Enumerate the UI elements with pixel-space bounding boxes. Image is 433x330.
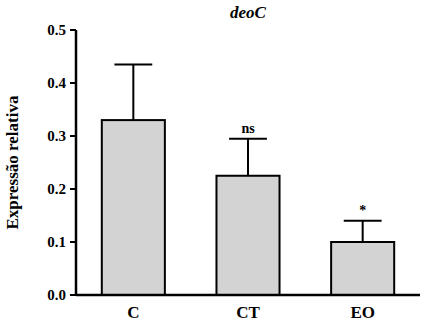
y-tick xyxy=(70,241,76,243)
error-line xyxy=(132,64,134,120)
y-tick xyxy=(70,82,76,84)
y-tick xyxy=(70,294,76,296)
bar xyxy=(102,120,165,295)
chart-container: deoC Expressão relativa ns * 0.0 0.1 0.2 0.3 0.4… xyxy=(0,0,433,330)
error-bar xyxy=(114,64,152,120)
title: deoC xyxy=(230,3,267,22)
x-tick-label: EO xyxy=(350,303,375,322)
y-tick-label: 0.3 xyxy=(47,128,66,144)
error-cap xyxy=(229,138,267,140)
y-tick-label: 0.2 xyxy=(47,181,66,197)
y-tick-label: 0.0 xyxy=(47,287,66,303)
error-bar xyxy=(229,139,267,176)
annotation: ns xyxy=(241,121,255,136)
annotation: * xyxy=(359,203,366,218)
bar xyxy=(331,242,394,295)
error-cap xyxy=(114,63,152,65)
y-tick-label: 0.5 xyxy=(47,22,66,38)
error-line xyxy=(247,139,249,176)
error-bar xyxy=(344,221,382,242)
error-line xyxy=(362,221,364,242)
y-tick xyxy=(70,135,76,137)
y-tick xyxy=(70,29,76,31)
y-tick-label: 0.4 xyxy=(47,75,66,91)
x-axis xyxy=(76,294,420,297)
bars xyxy=(102,64,394,295)
y-axis xyxy=(75,30,78,295)
y-tick xyxy=(70,188,76,190)
bar xyxy=(216,176,279,295)
chart-svg: deoC Expressão relativa ns * 0.0 0.1 0.2 0.3 0.4… xyxy=(0,0,433,330)
x-tick-label: C xyxy=(127,303,139,322)
error-cap xyxy=(344,220,382,222)
y-axis-label: Expressão relativa xyxy=(3,95,22,229)
y-tick-label: 0.1 xyxy=(47,234,66,250)
x-tick-label: CT xyxy=(236,303,260,322)
